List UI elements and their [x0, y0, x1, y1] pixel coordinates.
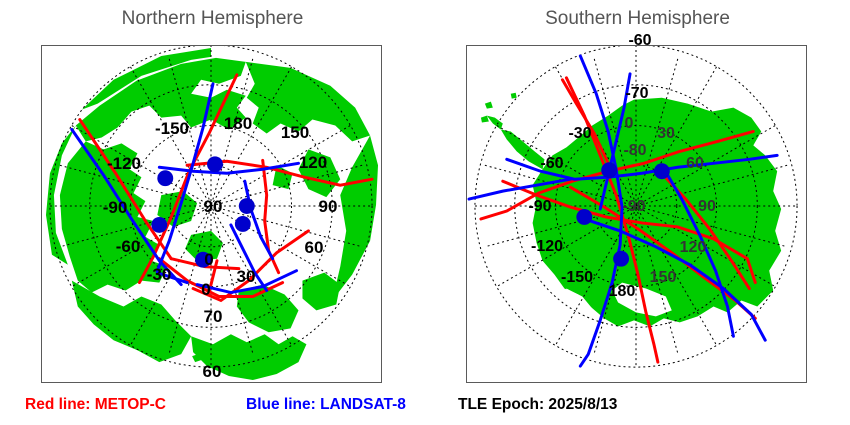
meridians-north — [49, 46, 373, 368]
southern-hemisphere-map — [467, 46, 798, 368]
satellite-marker — [601, 162, 618, 179]
northern-hemisphere-map — [45, 46, 379, 381]
legend: Red line: METOP-C Blue line: LANDSAT-8 T… — [0, 392, 850, 422]
satellite-markers-south — [576, 162, 670, 267]
land-mass-south — [480, 92, 782, 327]
satellite-marker — [238, 198, 255, 214]
northern-hemisphere-panel: Northern Hemisphere — [41, 8, 382, 383]
southern-hemisphere-plot: -70 0 30 -30 -80 -60 60 -90 -90 90 -120 … — [466, 45, 807, 383]
northern-hemisphere-plot: -150 180 150 -120 120 -90 90 90 -60 60 -… — [41, 45, 382, 383]
south-top-grid-label: -60 — [628, 32, 652, 49]
satellite-markers-north — [151, 156, 255, 268]
satellite-marker — [653, 163, 670, 180]
legend-red-line: Red line: METOP-C — [25, 396, 166, 413]
satellite-marker — [576, 209, 593, 225]
satellite-marker — [195, 251, 212, 268]
landsat-8-track-south — [467, 54, 779, 368]
satellite-marker — [207, 156, 223, 173]
northern-hemisphere-title: Northern Hemisphere — [121, 8, 304, 29]
landsat-8-track-north — [70, 82, 300, 295]
satellite-marker — [234, 215, 251, 232]
satellite-marker — [157, 170, 174, 187]
legend-blue-line: Blue line: LANDSAT-8 — [246, 396, 406, 413]
meridians-south — [474, 46, 798, 368]
metop-c-track-north — [78, 73, 374, 303]
satellite-marker — [613, 250, 630, 267]
land-mass-north — [45, 47, 379, 381]
satellite-marker — [151, 216, 168, 233]
southern-hemisphere-title: Southern Hemisphere — [545, 8, 730, 29]
legend-tle-epoch: TLE Epoch: 2025/8/13 — [458, 396, 618, 413]
southern-hemisphere-panel: Southern Hemisphere -60 — [425, 0, 850, 425]
